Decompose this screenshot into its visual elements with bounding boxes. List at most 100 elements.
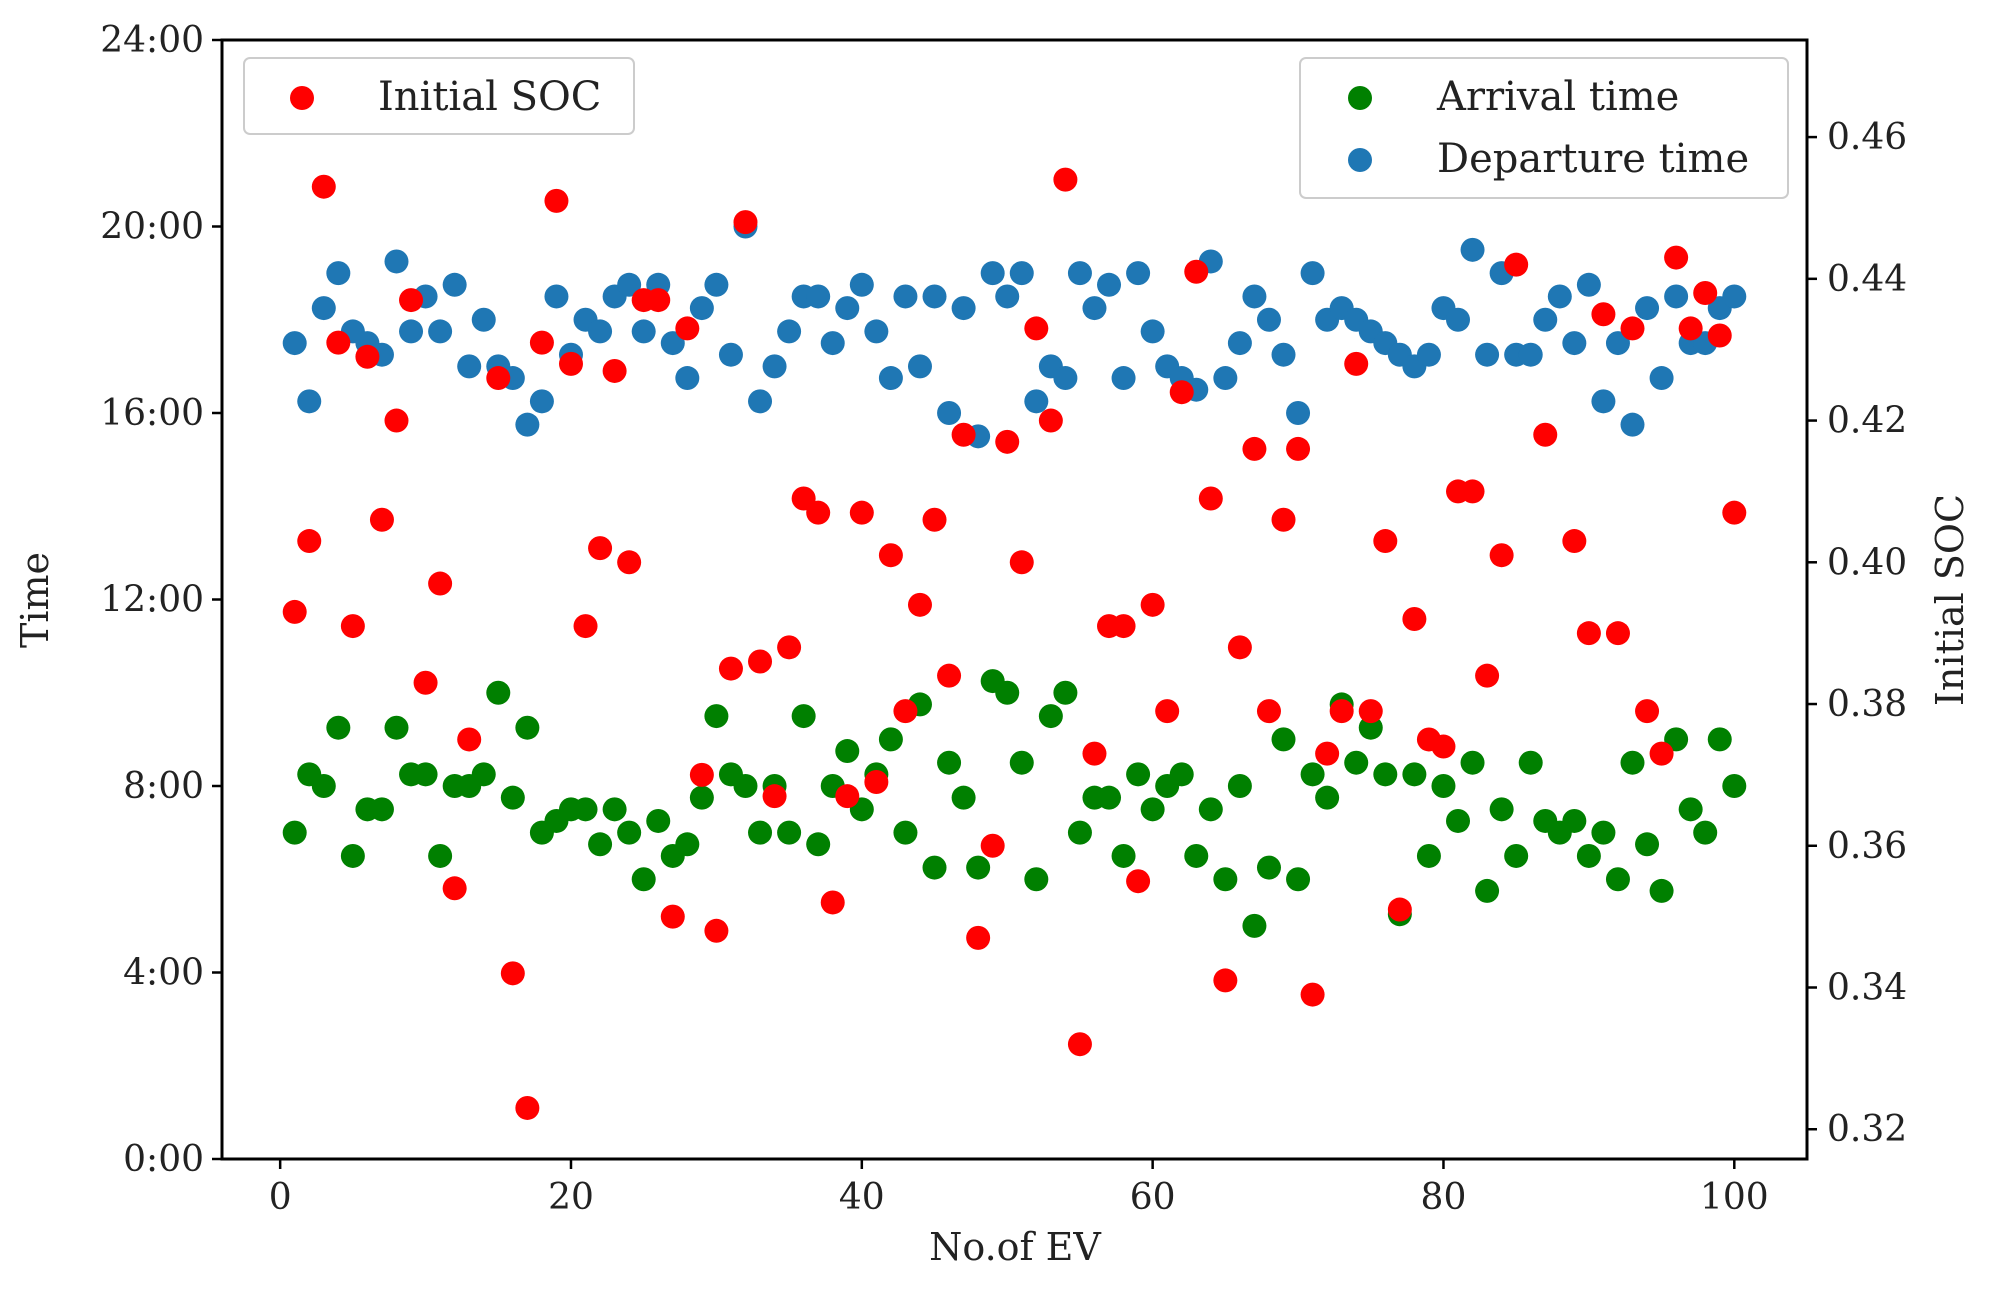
legend-box (1299, 57, 1789, 199)
point-arrival-time (1576, 843, 1601, 868)
point-arrival-time (1286, 867, 1311, 892)
point-initial-soc (1038, 408, 1063, 433)
point-arrival-time (486, 680, 511, 705)
point-initial-soc (282, 599, 307, 624)
point-departure-time (1591, 389, 1616, 414)
point-initial-soc (1213, 968, 1238, 993)
point-initial-soc (907, 592, 932, 617)
point-arrival-time (1097, 785, 1122, 810)
point-initial-soc (1460, 479, 1485, 504)
point-departure-time (282, 331, 307, 356)
point-initial-soc (820, 890, 845, 915)
point-departure-time (1460, 237, 1485, 262)
point-departure-time (660, 331, 685, 356)
left-y-tick-label: 20:00 (100, 207, 204, 248)
point-initial-soc (966, 925, 991, 950)
point-departure-time (442, 272, 467, 297)
point-arrival-time (1053, 680, 1078, 705)
point-initial-soc (1431, 734, 1456, 759)
point-initial-soc (1649, 741, 1674, 766)
point-departure-time (951, 296, 976, 321)
point-initial-soc (384, 408, 409, 433)
point-departure-time (1097, 272, 1122, 297)
x-tick-label: 80 (1421, 1177, 1467, 1218)
point-arrival-time (1126, 762, 1151, 787)
point-arrival-time (1562, 808, 1587, 833)
point-departure-time (1475, 342, 1500, 367)
point-initial-soc (1009, 550, 1034, 575)
point-departure-time (878, 366, 903, 391)
point-initial-soc (413, 670, 438, 695)
point-departure-time (675, 366, 700, 391)
point-departure-time (980, 261, 1005, 286)
point-arrival-time (966, 855, 991, 880)
legend-marker-departure-time (1348, 148, 1372, 172)
point-arrival-time (1693, 820, 1718, 845)
point-departure-time (835, 296, 860, 321)
point-arrival-time (588, 832, 613, 857)
legend-label-initial-soc: Initial SOC (378, 74, 601, 120)
point-departure-time (1067, 261, 1092, 286)
point-initial-soc (864, 769, 889, 794)
point-departure-time (748, 389, 773, 414)
x-axis-title: No.of EV (929, 1225, 1101, 1269)
point-arrival-time (1344, 750, 1369, 775)
point-arrival-time (340, 843, 365, 868)
point-arrival-time (646, 808, 671, 833)
point-initial-soc (486, 366, 511, 391)
point-arrival-time (1489, 797, 1514, 822)
point-arrival-time (282, 820, 307, 845)
point-departure-time (995, 284, 1020, 309)
point-initial-soc (340, 614, 365, 639)
point-departure-time (1518, 342, 1543, 367)
point-initial-soc (1402, 606, 1427, 631)
point-departure-time (529, 389, 554, 414)
point-initial-soc (1329, 699, 1354, 724)
series-arrival-time (282, 669, 1747, 938)
point-arrival-time (878, 727, 903, 752)
point-departure-time (937, 401, 962, 425)
point-initial-soc (733, 210, 758, 235)
point-initial-soc (1242, 436, 1267, 461)
point-arrival-time (1373, 762, 1398, 787)
point-departure-time (806, 284, 831, 309)
legend-label-departure-time: Departure time (1437, 136, 1749, 182)
point-arrival-time (1256, 855, 1281, 880)
point-departure-time (1562, 331, 1587, 356)
point-initial-soc (1576, 621, 1601, 646)
point-initial-soc (1053, 167, 1078, 192)
point-arrival-time (1635, 832, 1660, 857)
point-initial-soc (311, 174, 336, 199)
point-arrival-time (791, 704, 816, 729)
left-y-tick-label: 8:00 (123, 766, 204, 807)
point-initial-soc (1184, 259, 1209, 284)
point-initial-soc (1155, 699, 1180, 724)
series-initial-soc (282, 68, 1747, 1120)
legend-initial-soc: Initial SOC (243, 57, 635, 135)
point-initial-soc (849, 500, 874, 525)
point-initial-soc (544, 188, 569, 213)
point-arrival-time (311, 774, 336, 798)
point-arrival-time (1213, 867, 1238, 892)
point-departure-time (689, 296, 714, 321)
point-initial-soc (1126, 869, 1151, 894)
point-initial-soc (428, 571, 453, 596)
point-initial-soc (355, 344, 380, 369)
point-initial-soc (1504, 252, 1529, 277)
point-arrival-time (689, 785, 714, 810)
point-arrival-time (1416, 843, 1441, 868)
point-initial-soc (399, 288, 424, 313)
point-initial-soc (515, 1095, 540, 1120)
point-departure-time (864, 319, 889, 344)
point-departure-time (1533, 307, 1558, 332)
point-arrival-time (1402, 762, 1427, 787)
point-departure-time (1227, 331, 1252, 356)
right-y-tick-label: 0.32 (1827, 1109, 1907, 1150)
point-departure-time (631, 319, 656, 344)
point-arrival-time (1620, 750, 1645, 775)
point-initial-soc (951, 422, 976, 447)
point-initial-soc (1140, 592, 1165, 617)
point-departure-time (1286, 401, 1311, 425)
point-arrival-time (922, 855, 947, 880)
point-initial-soc (806, 500, 831, 525)
